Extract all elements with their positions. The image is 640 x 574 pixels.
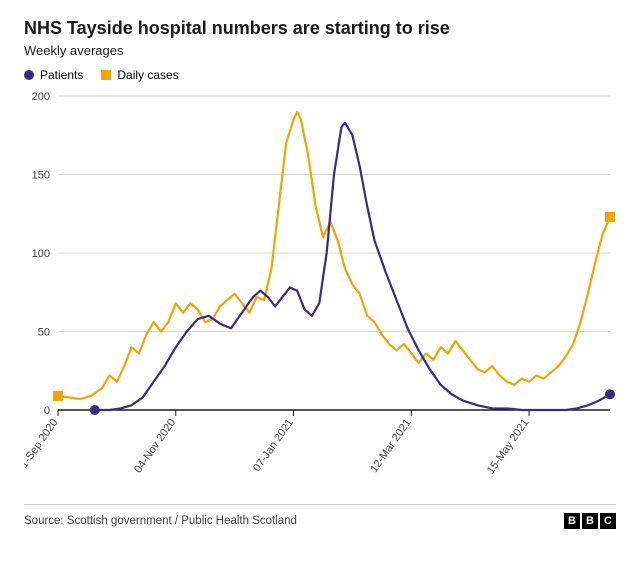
svg-text:50: 50 — [38, 327, 50, 339]
line-chart-svg: 0 50 100 150 200 01-Sep 2020 04-Nov 2020 07-Jan… — [24, 90, 616, 490]
source-text: Source: Scottish government / Public Hea… — [24, 515, 297, 527]
svg-text:15-May 2021: 15-May 2021 — [485, 417, 532, 476]
legend-item-patients: Patients — [24, 68, 83, 82]
legend-label-cases: Daily cases — [117, 68, 178, 82]
svg-text:200: 200 — [32, 91, 50, 103]
chart-subtitle: Weekly averages — [24, 43, 616, 58]
svg-text:01-Sep 2020: 01-Sep 2020 — [24, 417, 60, 475]
patients-marker-icon — [24, 70, 34, 80]
svg-text:12-Mar 2021: 12-Mar 2021 — [368, 417, 414, 475]
svg-text:0: 0 — [44, 405, 50, 417]
footer: Source: Scottish government / Public Hea… — [24, 504, 616, 529]
cases-marker-icon — [101, 70, 111, 80]
svg-text:04-Nov 2020: 04-Nov 2020 — [132, 417, 178, 475]
svg-text:100: 100 — [32, 248, 50, 260]
chart-area: 0 50 100 150 200 01-Sep 2020 04-Nov 2020 07-Jan… — [24, 90, 616, 490]
legend-label-patients: Patients — [40, 68, 83, 82]
bbc-logo-b1: B — [564, 513, 580, 529]
bbc-logo-b2: B — [582, 513, 598, 529]
legend-item-cases: Daily cases — [101, 68, 178, 82]
bbc-logo: B B C — [564, 513, 616, 529]
legend: Patients Daily cases — [24, 68, 616, 82]
svg-text:07-Jan 2021: 07-Jan 2021 — [251, 417, 296, 474]
svg-text:150: 150 — [32, 170, 50, 182]
chart-title: NHS Tayside hospital numbers are startin… — [24, 18, 616, 39]
bbc-logo-c: C — [600, 513, 616, 529]
